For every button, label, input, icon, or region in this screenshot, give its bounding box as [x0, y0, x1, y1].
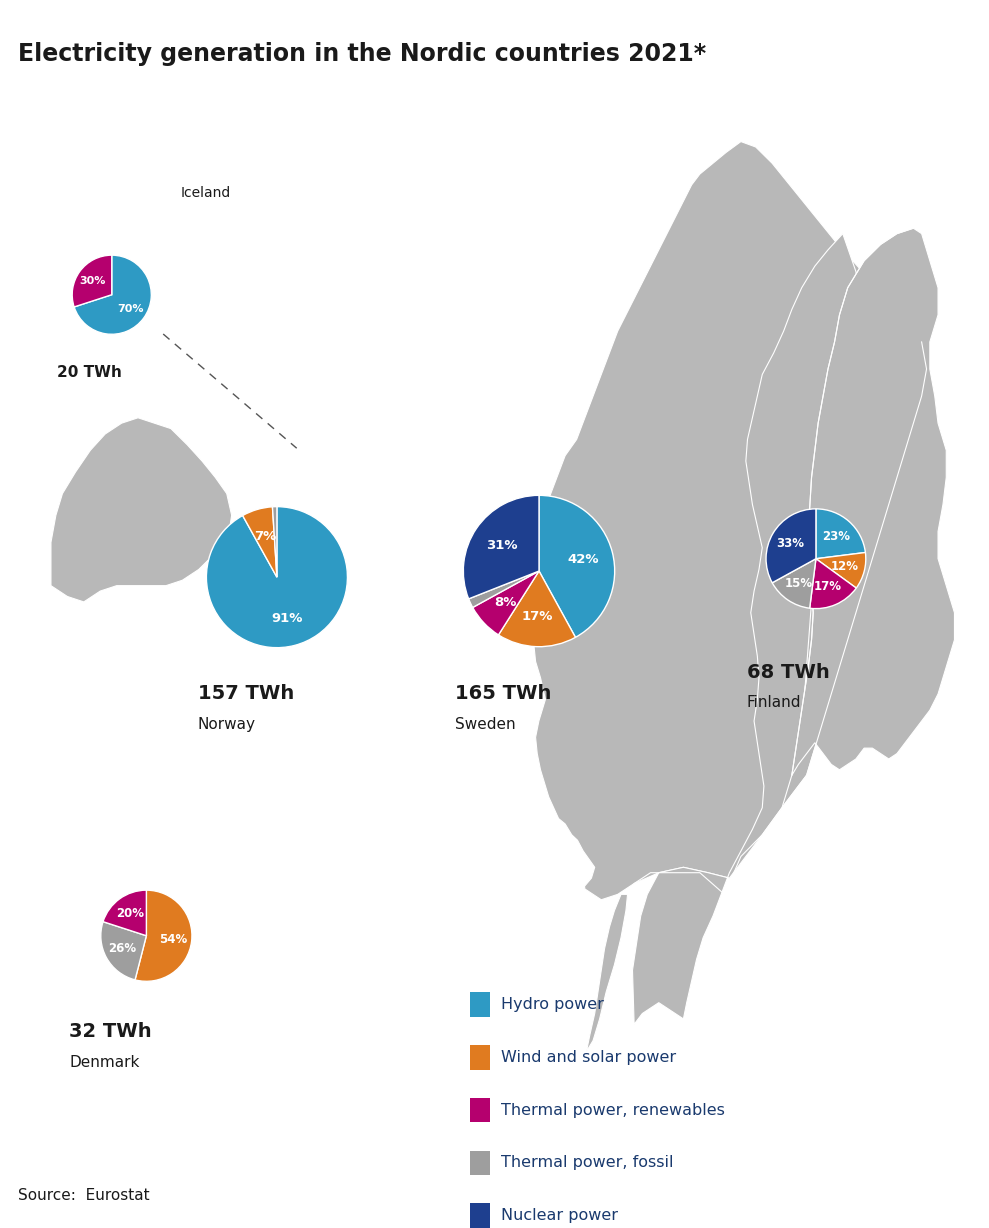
Text: 17%: 17%	[522, 610, 553, 623]
Polygon shape	[534, 141, 927, 900]
Wedge shape	[103, 890, 146, 936]
Text: 12%: 12%	[831, 560, 858, 572]
Wedge shape	[816, 508, 865, 559]
Wedge shape	[242, 507, 277, 577]
Text: 33%: 33%	[776, 537, 804, 550]
Text: Denmark: Denmark	[69, 1055, 139, 1070]
Wedge shape	[72, 255, 112, 307]
Text: 17%: 17%	[814, 580, 842, 593]
FancyBboxPatch shape	[470, 1098, 490, 1122]
Text: 32 TWh: 32 TWh	[69, 1022, 152, 1041]
Text: Norway: Norway	[198, 717, 256, 732]
Text: 42%: 42%	[568, 554, 598, 566]
Text: 15%: 15%	[785, 577, 813, 589]
Wedge shape	[272, 507, 277, 577]
Text: Thermal power, fossil: Thermal power, fossil	[501, 1156, 674, 1170]
Wedge shape	[473, 571, 539, 635]
Text: 157 TWh: 157 TWh	[198, 684, 294, 704]
Polygon shape	[51, 418, 231, 602]
Text: 26%: 26%	[109, 942, 136, 955]
Polygon shape	[792, 228, 954, 775]
Text: Electricity generation in the Nordic countries 2021*: Electricity generation in the Nordic cou…	[18, 42, 706, 66]
Text: Sweden: Sweden	[455, 717, 515, 732]
Wedge shape	[766, 508, 816, 583]
Wedge shape	[135, 890, 192, 981]
Text: 70%: 70%	[118, 303, 144, 313]
Text: Wind and solar power: Wind and solar power	[501, 1050, 676, 1065]
Wedge shape	[207, 507, 347, 647]
FancyBboxPatch shape	[470, 1045, 490, 1070]
Wedge shape	[469, 571, 539, 608]
Wedge shape	[498, 571, 576, 647]
Text: 68 TWh: 68 TWh	[747, 663, 830, 683]
Text: 54%: 54%	[159, 932, 188, 946]
Wedge shape	[74, 255, 151, 334]
Text: 23%: 23%	[822, 529, 850, 543]
Text: Hydro power: Hydro power	[501, 997, 604, 1012]
FancyBboxPatch shape	[470, 992, 490, 1017]
FancyBboxPatch shape	[470, 1151, 490, 1175]
Text: 30%: 30%	[79, 276, 106, 286]
Text: 31%: 31%	[486, 539, 517, 553]
Text: Thermal power, renewables: Thermal power, renewables	[501, 1103, 725, 1117]
Polygon shape	[633, 233, 864, 1024]
Text: 20%: 20%	[117, 907, 144, 920]
Text: Finland: Finland	[747, 695, 801, 710]
Text: Source:  Eurostat: Source: Eurostat	[18, 1189, 149, 1203]
Text: 165 TWh: 165 TWh	[455, 684, 551, 704]
Text: Nuclear power: Nuclear power	[501, 1208, 618, 1223]
Wedge shape	[816, 553, 865, 588]
Wedge shape	[463, 495, 539, 599]
Wedge shape	[810, 559, 856, 609]
Wedge shape	[101, 922, 146, 980]
FancyBboxPatch shape	[470, 1203, 490, 1228]
Text: 91%: 91%	[272, 612, 304, 625]
Polygon shape	[586, 894, 628, 1051]
Text: Iceland: Iceland	[181, 185, 231, 200]
Text: 8%: 8%	[494, 596, 517, 609]
Text: 7%: 7%	[254, 530, 276, 543]
Text: 20 TWh: 20 TWh	[57, 365, 123, 379]
Wedge shape	[539, 495, 615, 637]
Wedge shape	[772, 559, 816, 608]
